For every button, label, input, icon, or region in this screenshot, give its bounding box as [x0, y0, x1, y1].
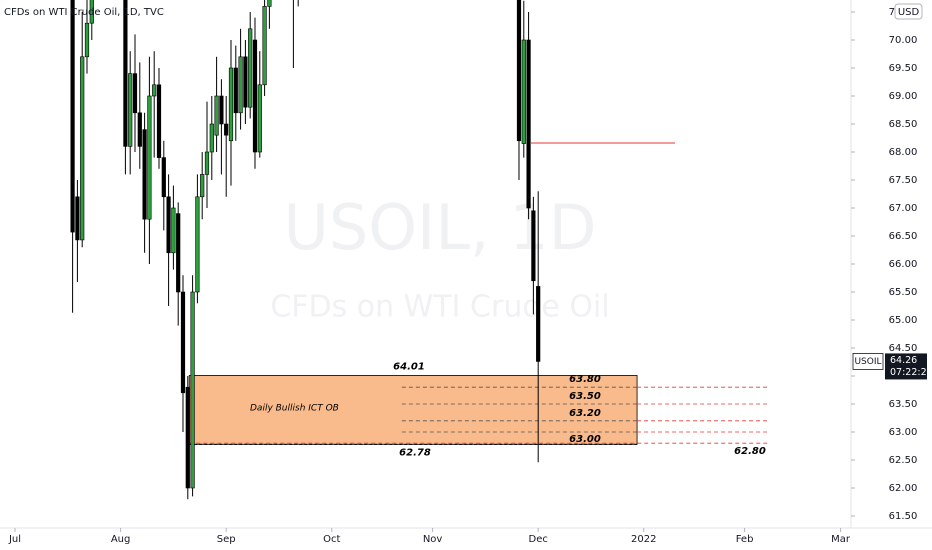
y-tick-label: 65.50	[889, 287, 918, 298]
x-tick-label: Aug	[111, 534, 131, 545]
y-tick-label: 69.00	[889, 91, 918, 102]
y-tick-label: 68.50	[889, 119, 918, 130]
y-tick-label: 66.50	[889, 231, 918, 242]
candle-body	[70, 0, 75, 233]
candle-body	[161, 157, 166, 198]
candle-body	[156, 84, 162, 158]
candle-body	[233, 67, 238, 114]
candle-body	[80, 56, 85, 241]
x-tick-label: Mar	[831, 534, 851, 545]
level-label: 63.50	[569, 391, 601, 402]
candle-body	[152, 84, 157, 97]
order-block-bottom-label: 62.78	[399, 447, 431, 458]
candle-body	[123, 0, 128, 147]
candle-body	[531, 210, 536, 282]
candle-body	[262, 6, 267, 86]
y-tick-label: 66.00	[889, 259, 918, 270]
candle-body	[267, 0, 272, 7]
x-tick-label: Nov	[423, 534, 443, 545]
y-tick-label: 67.50	[889, 175, 918, 186]
candle-body	[171, 207, 176, 254]
x-tick-label: Oct	[323, 534, 340, 545]
currency-button[interactable]: USD	[894, 3, 923, 20]
candle-body	[257, 84, 262, 153]
candle-body	[89, 0, 94, 24]
y-tick-label: 63.50	[889, 399, 918, 410]
order-block	[188, 375, 638, 445]
x-tick-label: Feb	[736, 534, 754, 545]
order-block-label: Daily Bullish ICT OB	[250, 403, 339, 413]
candle-body	[224, 123, 229, 136]
support-label: 62.80	[734, 446, 766, 457]
candle-body	[204, 151, 210, 175]
y-tick-label: 62.50	[889, 455, 918, 466]
last-price-box	[885, 353, 927, 380]
x-tick-label: Sep	[217, 534, 236, 545]
axes: 61.5062.0062.5063.0063.5064.0064.5065.00…	[8, 7, 932, 545]
symbol-label: USOIL	[854, 357, 881, 367]
y-tick-label: 69.50	[889, 63, 918, 74]
candle-body	[190, 291, 195, 489]
x-tick-label: 2022	[631, 534, 656, 545]
level-label: 63.00	[569, 434, 601, 445]
candle-body	[176, 213, 181, 293]
candle-body	[185, 386, 190, 489]
candle-body	[200, 174, 205, 198]
y-tick-label: 64.50	[889, 343, 918, 354]
y-tick-label: 62.00	[889, 483, 918, 494]
candle-body	[195, 196, 200, 293]
candle-body	[142, 129, 147, 220]
level-label: 63.80	[569, 374, 601, 385]
y-tick-label: 70.00	[889, 35, 918, 46]
order-block-top-label: 64.01	[393, 361, 425, 372]
candle-body	[252, 39, 258, 153]
candle-body	[516, 0, 522, 142]
candle-body	[166, 196, 171, 254]
candle-body	[128, 73, 133, 147]
candle-body	[526, 39, 531, 209]
symbol-label-box	[852, 353, 884, 370]
candle-body	[521, 39, 526, 144]
candle-body	[209, 123, 214, 153]
candle-body	[180, 291, 186, 394]
chart-header: CFDs on WTI Crude Oil, 1D, TVC	[4, 7, 164, 18]
plot-area: Daily Bullish ICT OB 64.01 62.78 63.80 63.50…	[70, 0, 768, 500]
candle-body	[132, 73, 138, 114]
candle-body	[219, 95, 224, 125]
x-tick-label: Jul	[8, 534, 21, 545]
currency-label[interactable]: USD	[898, 7, 920, 18]
last-price-label: 64.26	[890, 355, 917, 366]
candle-body	[214, 95, 219, 136]
x-tick-label: Dec	[529, 534, 548, 545]
watermark-description: CFDs on WTI Crude Oil	[270, 290, 609, 325]
level-label: 63.20	[569, 408, 601, 419]
candle-body	[75, 196, 80, 241]
candle-body	[238, 56, 243, 114]
candle-body	[536, 286, 541, 362]
candle-body	[137, 112, 142, 147]
y-tick-label: 68.00	[889, 147, 918, 158]
candle-body	[84, 22, 90, 58]
watermark-symbol: USOIL, 1D	[284, 191, 597, 264]
y-tick-label: 67.00	[889, 203, 918, 214]
candle-body	[147, 95, 152, 220]
y-tick-label: 65.00	[889, 315, 918, 326]
candle-body	[243, 56, 248, 108]
y-tick-label: 63.00	[889, 427, 918, 438]
candle-body	[248, 28, 253, 108]
candle-body	[228, 67, 234, 142]
countdown-label: 07:22:22	[890, 367, 932, 378]
y-tick-label: 61.50	[889, 511, 918, 522]
